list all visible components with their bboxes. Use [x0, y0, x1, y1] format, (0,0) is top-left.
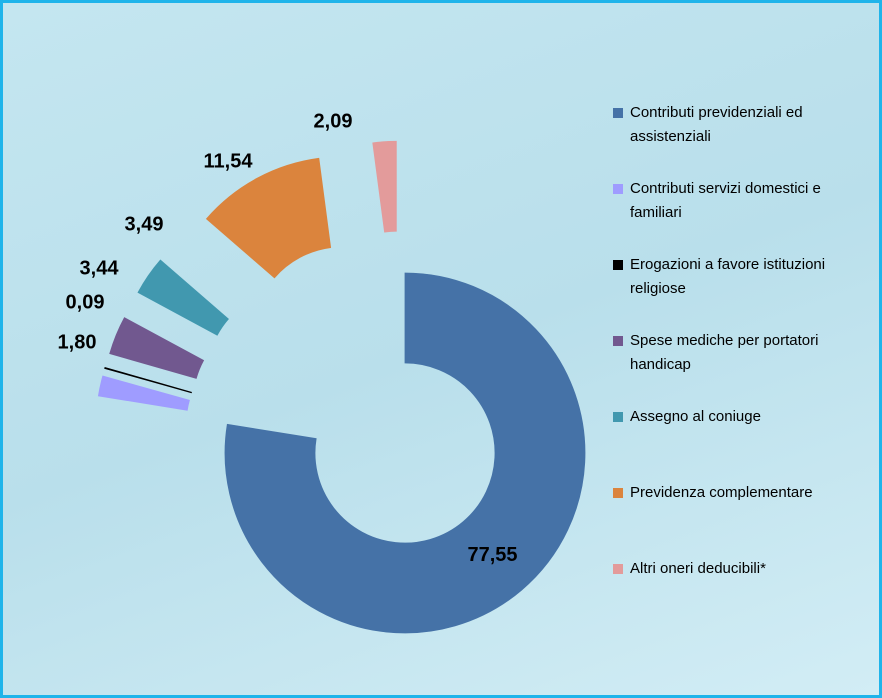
legend-swatch [613, 260, 623, 270]
legend-label: Contributi servizi domestici e familiari [630, 180, 821, 221]
data-label: 77,55 [467, 544, 517, 566]
legend-item: Spese mediche per portatori handicap [613, 329, 875, 405]
legend-item: Contributi servizi domestici e familiari [613, 177, 875, 253]
legend-item: Contributi previdenziali ed assistenzial… [613, 101, 875, 177]
legend-item: Erogazioni a favore istituzioni religios… [613, 253, 875, 329]
donut-segment [372, 140, 397, 233]
donut-segment [104, 366, 192, 394]
donut-segment [205, 157, 332, 279]
legend-item: Previdenza complementare [613, 481, 875, 557]
legend: Contributi previdenziali ed assistenzial… [613, 101, 875, 633]
legend-item: Altri oneri deducibili* [613, 557, 875, 633]
legend-label: Erogazioni a favore istituzioni religios… [630, 256, 826, 297]
data-label: 1,80 [58, 331, 97, 353]
donut-segment [224, 272, 586, 634]
data-label: 3,49 [125, 213, 164, 235]
legend-label: Previdenza complementare [630, 484, 813, 501]
legend-label: Assegno al coniuge [630, 408, 761, 425]
legend-swatch [613, 412, 623, 422]
plot: 77,55 1,80 0,09 3,443,49 11,54 2,09 [58, 110, 586, 634]
donut-segment [109, 317, 205, 379]
legend-swatch [613, 488, 623, 498]
legend-label: Spese mediche per portatori handicap [630, 332, 819, 373]
legend-swatch [613, 108, 623, 118]
data-label: 11,54 [204, 150, 254, 172]
legend-item: Assegno al coniuge [613, 405, 875, 481]
legend-swatch [613, 336, 623, 346]
donut-segment [97, 375, 190, 411]
legend-label: Contributi previdenziali ed assistenzial… [630, 104, 803, 145]
legend-swatch [613, 564, 623, 574]
legend-swatch [613, 184, 623, 194]
data-label: 0,09 [66, 291, 105, 313]
data-label: 3,44 [80, 257, 120, 279]
donut-segment [137, 259, 229, 336]
legend-label: Altri oneri deducibili* [630, 560, 766, 577]
data-label: 2,09 [314, 110, 353, 132]
